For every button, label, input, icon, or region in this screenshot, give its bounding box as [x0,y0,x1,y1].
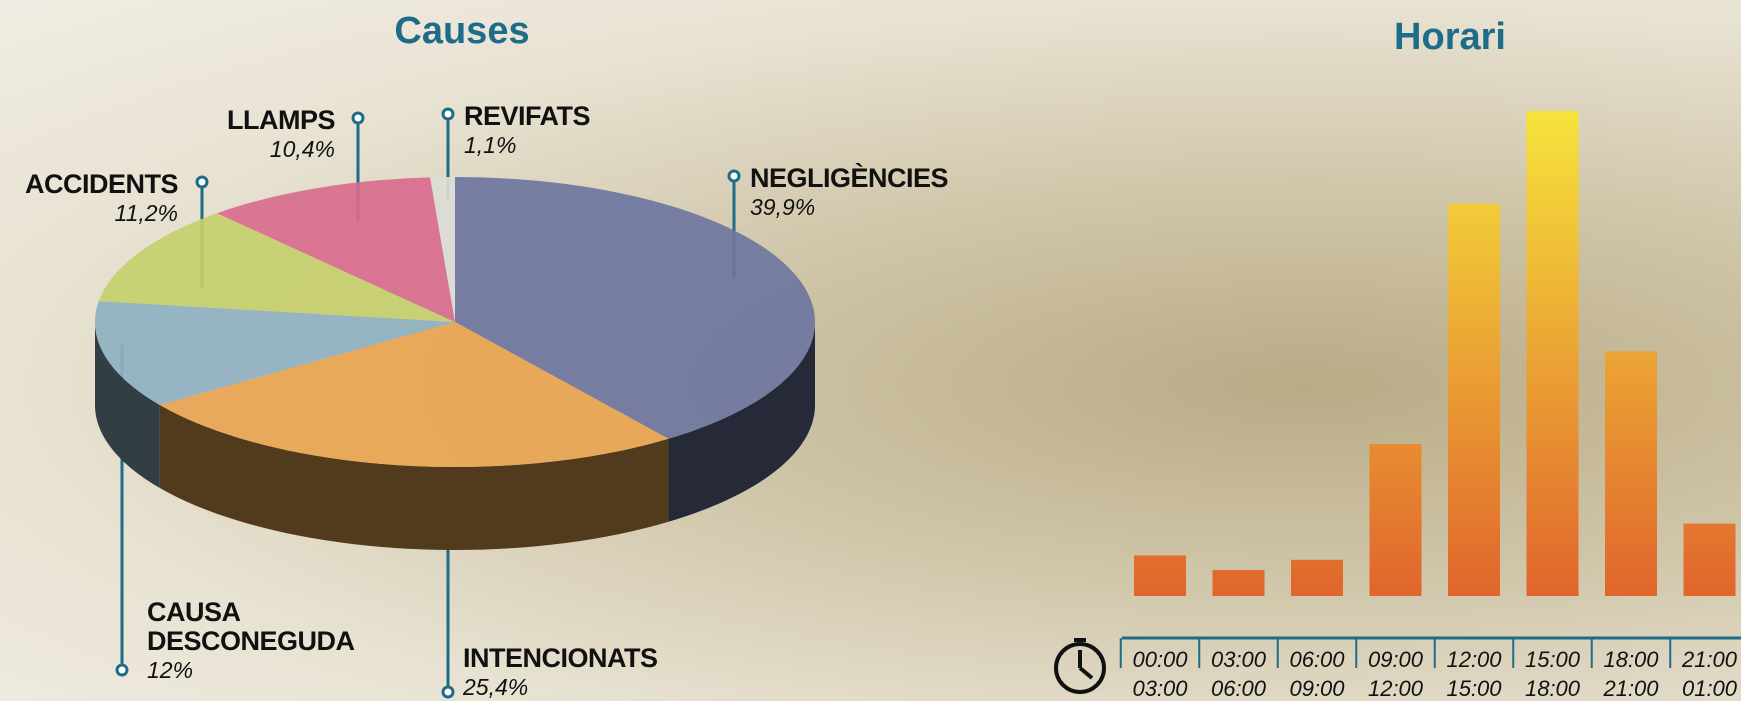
bar [1448,204,1500,596]
slice-label: REVIFATS [464,102,590,131]
x-tick-label: 12:00 [1368,676,1424,701]
slice-label: CAUSA DESCONEGUDA [147,598,377,656]
slice-value-label: 11,2% [114,200,178,227]
x-tick-label: 03:00 [1211,647,1267,672]
chart-title: Causes [394,10,529,53]
bar [1134,555,1186,596]
bar [1527,111,1579,596]
bar [1370,444,1422,596]
x-tick-label: 15:00 [1525,647,1581,672]
bar [1684,524,1736,596]
chart-title: Horari [1394,16,1506,59]
bar [1291,560,1343,596]
clock-icon [1056,640,1104,692]
x-tick-label: 00:00 [1132,647,1188,672]
x-tick-label: 21:00 [1681,647,1738,672]
x-tick-label: 06:00 [1289,647,1345,672]
x-tick-label: 18:00 [1525,676,1581,701]
x-tick-label: 12:00 [1446,647,1502,672]
slice-label: LLAMPS [227,106,335,135]
slice-label: ACCIDENTS [25,170,178,199]
x-tick-label: 15:00 [1446,676,1502,701]
slice-value-label: 10,4% [270,136,335,163]
x-tick-label: 18:00 [1603,647,1659,672]
x-tick-label: 06:00 [1211,676,1267,701]
slice-label: INTENCIONATS [463,644,658,673]
slice-value-label: 12% [147,657,193,684]
slice-value-label: 39,9% [750,194,815,221]
slice-value-label: 1,1% [464,132,516,159]
x-tick-label: 03:00 [1132,676,1188,701]
bar [1213,570,1265,596]
infographic: 00:00 03:00 03:00 06:00 06:00 09:00 09:00 12:00… [0,0,1741,701]
bar [1605,351,1657,596]
x-tick-label: 21:00 [1602,676,1659,701]
x-tick-label: 09:00 [1368,647,1424,672]
x-tick-label: 09:00 [1289,676,1345,701]
x-tick-label: 01:00 [1682,676,1738,701]
slice-label: NEGLIGÈNCIES [750,164,948,193]
slice-value-label: 25,4% [463,674,528,701]
